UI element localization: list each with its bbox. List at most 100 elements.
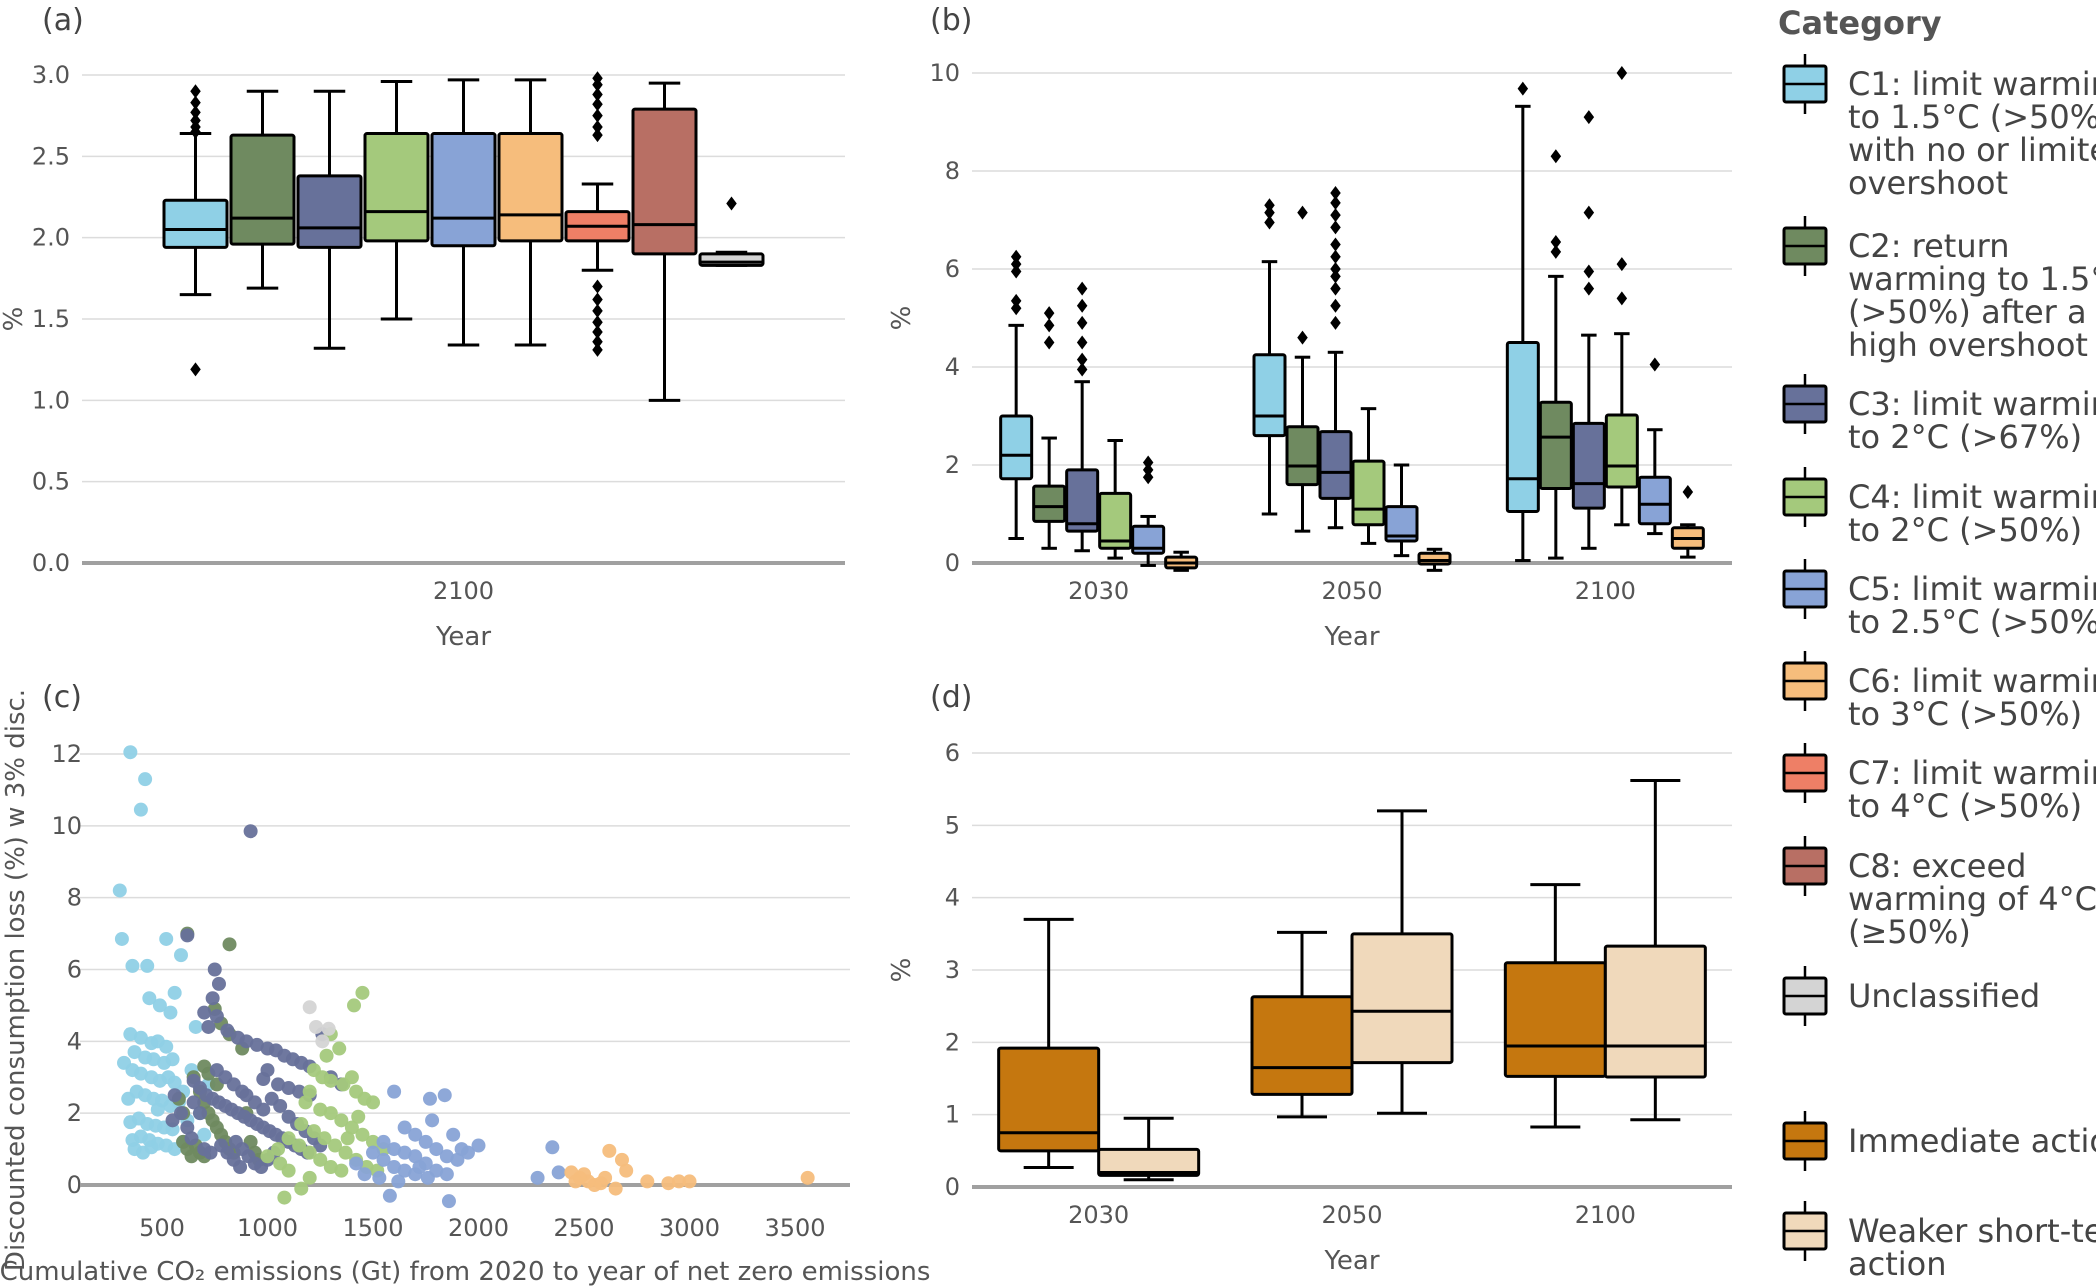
box-IA (1250, 995, 1354, 1096)
y-tick-label: 2.5 (32, 142, 70, 170)
point-C1 (159, 931, 174, 946)
y-axis-title: % (887, 958, 917, 983)
outlier-marker (1010, 293, 1022, 308)
point-C5 (450, 1152, 465, 1167)
outlier-marker (1076, 298, 1088, 313)
point-C1 (152, 998, 167, 1013)
point-C1 (173, 948, 188, 963)
legend-label-line: with no or limited (1848, 131, 2096, 169)
box-C1 (999, 414, 1034, 481)
box-WS (1097, 1147, 1201, 1177)
outlier-marker (592, 87, 603, 102)
point-C4 (344, 1120, 359, 1135)
outlier-marker (1649, 357, 1661, 372)
outlier-marker (1330, 315, 1341, 330)
point-C4 (281, 1131, 296, 1146)
point-C5 (357, 1167, 372, 1182)
point-C4 (302, 1084, 317, 1099)
point-C5 (391, 1174, 406, 1189)
point-C1 (127, 1045, 142, 1060)
box-C2 (229, 133, 296, 246)
panel-label: (c) (42, 680, 82, 715)
point-C1 (112, 883, 127, 898)
outlier-marker (1330, 186, 1341, 201)
outlier-marker (1330, 195, 1341, 210)
point-C1 (133, 802, 148, 817)
point-C5 (418, 1134, 433, 1149)
box-C1 (162, 198, 229, 249)
point-C5 (397, 1163, 412, 1178)
legend-label-line: to 2°C (>50%) (1848, 511, 2082, 549)
outlier-marker (1330, 262, 1341, 276)
point-C3 (197, 1005, 212, 1020)
point-C6 (602, 1143, 617, 1158)
point-C3 (271, 1077, 286, 1092)
outlier-marker (592, 303, 603, 318)
point-C1 (114, 931, 129, 946)
point-C1 (123, 1027, 138, 1042)
point-C1 (144, 1140, 159, 1155)
outlier-marker (1517, 81, 1529, 96)
box-C4 (363, 132, 430, 243)
outlier-marker (1010, 257, 1022, 272)
point-C4 (294, 1116, 309, 1131)
y-axis-title: % (887, 306, 917, 331)
outlier-marker (1043, 335, 1055, 350)
legend-label-line: overshoot (1848, 164, 2008, 202)
point-C5 (545, 1140, 560, 1155)
legend-label-line: C8: exceed (1848, 847, 2026, 885)
point-U (302, 1000, 317, 1015)
outlier-marker (1010, 264, 1022, 279)
box-C3 (1318, 430, 1353, 500)
outlier-marker (1583, 205, 1595, 220)
box-C1 (1252, 353, 1287, 438)
x-tick-label: 500 (139, 1214, 185, 1242)
point-C5 (530, 1170, 545, 1185)
y-tick-label: 10 (51, 812, 82, 840)
y-tick-label: 6 (945, 739, 960, 767)
point-C6 (671, 1174, 686, 1189)
x-tick-label: 2030 (1068, 577, 1129, 605)
point-C3 (292, 1084, 307, 1099)
y-tick-label: 2 (945, 451, 960, 479)
y-tick-label: 4 (67, 1027, 82, 1055)
point-C5 (437, 1088, 452, 1103)
outlier-marker (1550, 149, 1562, 164)
point-C1 (159, 1039, 174, 1054)
legend-label-line: C2: return (1848, 227, 2010, 265)
outlier-marker (1330, 269, 1341, 284)
point-C4 (351, 1109, 366, 1124)
point-C5 (551, 1165, 566, 1180)
point-C5 (387, 1142, 402, 1157)
box-C2 (1285, 425, 1320, 487)
y-axis-title: % (0, 307, 29, 332)
outlier-marker (592, 325, 603, 340)
y-tick-label: 4 (945, 884, 960, 912)
box-WS (1350, 932, 1454, 1065)
legend-label-line: C1: limit warming (1848, 65, 2096, 103)
box-C8 (631, 107, 698, 256)
point-C3 (165, 1113, 180, 1128)
outlier-marker (1076, 362, 1088, 377)
outlier-marker (1550, 235, 1562, 250)
point-C4 (344, 1070, 359, 1085)
point-C1 (133, 1066, 148, 1081)
outlier-marker (592, 120, 603, 135)
legend-label-line: to 4°C (>50%) (1848, 787, 2082, 825)
point-C3 (239, 1034, 254, 1049)
point-C5 (408, 1127, 423, 1142)
box-C5 (430, 132, 497, 248)
point-C5 (429, 1142, 444, 1157)
point-C4 (313, 1102, 328, 1117)
point-C4 (347, 998, 362, 1013)
point-C4 (366, 1134, 380, 1149)
point-C5 (420, 1170, 435, 1185)
x-tick-label: 2050 (1321, 1201, 1382, 1229)
outlier-marker (1297, 205, 1308, 220)
point-C1 (142, 991, 157, 1006)
legend-label-line: C7: limit warming (1848, 754, 2096, 792)
legend-label-line: (>50%) after a (1848, 293, 2087, 331)
point-C6 (800, 1170, 815, 1185)
outlier-marker (190, 105, 201, 120)
point-C3 (184, 1131, 199, 1146)
